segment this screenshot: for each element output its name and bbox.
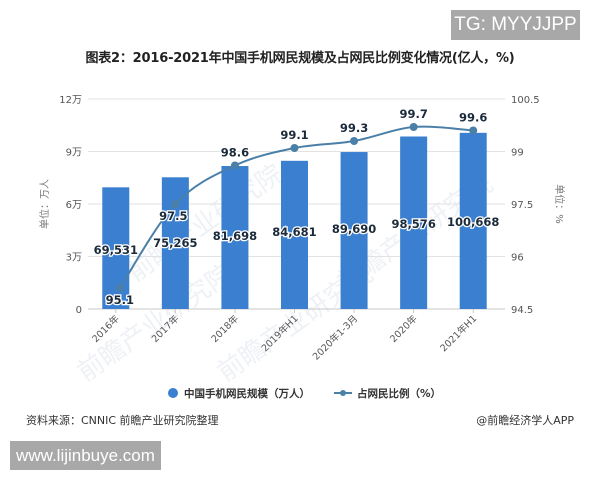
line-value-label: 99.7: [399, 107, 427, 121]
bar-mobile-users: [102, 187, 130, 309]
left-axis-tick: 12万: [59, 95, 82, 106]
left-axis-tick: 3万: [66, 253, 82, 264]
site-watermark: www.lijinbuye.com: [10, 441, 161, 470]
watermark-overlay: 前瞻产业研究院: [72, 259, 238, 388]
bar-mobile-users: [221, 166, 249, 309]
line-point: [230, 161, 239, 170]
legend-line-marker: [340, 390, 346, 396]
bar-mobile-users: [459, 132, 487, 309]
left-axis-tick: 6万: [66, 200, 82, 211]
line-point: [409, 123, 418, 131]
bar-value-label: 84,681: [272, 225, 316, 239]
line-point: [350, 137, 359, 145]
bar-value-label: 81,698: [213, 229, 257, 243]
legend-line-label: 占网民比例（%）: [357, 387, 441, 400]
credit-note: @前瞻经济学人APP: [476, 414, 574, 427]
chart-area: 前瞻产业研究院前瞻产业研究院前瞻产业研究院前瞻产业研究院03万6万9万12万94…: [38, 95, 566, 400]
right-axis-tick: 96: [511, 253, 524, 264]
bar-mobile-users: [161, 177, 189, 309]
right-axis-tick: 97.5: [511, 200, 533, 211]
line-value-label: 97.5: [159, 209, 187, 223]
line-value-label: 95.1: [106, 293, 134, 307]
line-point: [171, 200, 180, 208]
x-axis-category: 2021年H1: [438, 313, 480, 355]
bar-value-label: 69,531: [94, 243, 138, 257]
watermark-overlay: 前瞻产业研究院: [122, 159, 288, 288]
left-axis-tick: 9万: [66, 148, 82, 159]
line-point: [469, 126, 478, 135]
x-axis-category: 2020年: [387, 312, 420, 345]
left-axis-label: 单位：万人: [38, 179, 51, 229]
legend-bar-label: 中国手机网民规模（万人）: [184, 387, 310, 400]
bar-mobile-users: [400, 136, 428, 309]
right-axis-label: 单位：%: [553, 184, 566, 224]
line-value-label: 98.6: [221, 146, 249, 160]
line-point: [290, 144, 299, 152]
left-axis-tick: 0: [76, 305, 82, 316]
bar-value-label: 100,668: [447, 215, 499, 229]
bar-value-label: 75,265: [153, 236, 197, 250]
chart-title: 图表2：2016-2021年中国手机网民规模及占网民比例变化情况(亿人，%): [85, 51, 515, 66]
legend-bar-icon: [168, 388, 178, 398]
bar-value-label: 89,690: [332, 222, 376, 236]
tg-watermark: TG: MYYJJPP: [451, 10, 580, 40]
bar-mobile-users: [340, 152, 368, 309]
bar-mobile-users: [281, 160, 308, 309]
line-value-label: 99.1: [280, 128, 308, 142]
line-value-label: 99.6: [459, 111, 487, 125]
source-note: 资料来源：CNNIC 前瞻产业研究院整理: [26, 414, 219, 427]
right-axis-tick: 94.5: [511, 305, 533, 316]
right-axis-tick: 100.5: [511, 95, 540, 106]
line-value-label: 99.3: [340, 121, 368, 135]
x-axis-category: 2018年: [209, 312, 242, 345]
right-axis-tick: 99: [511, 148, 524, 159]
bar-value-label: 98,576: [391, 217, 435, 231]
line-point: [115, 284, 124, 292]
